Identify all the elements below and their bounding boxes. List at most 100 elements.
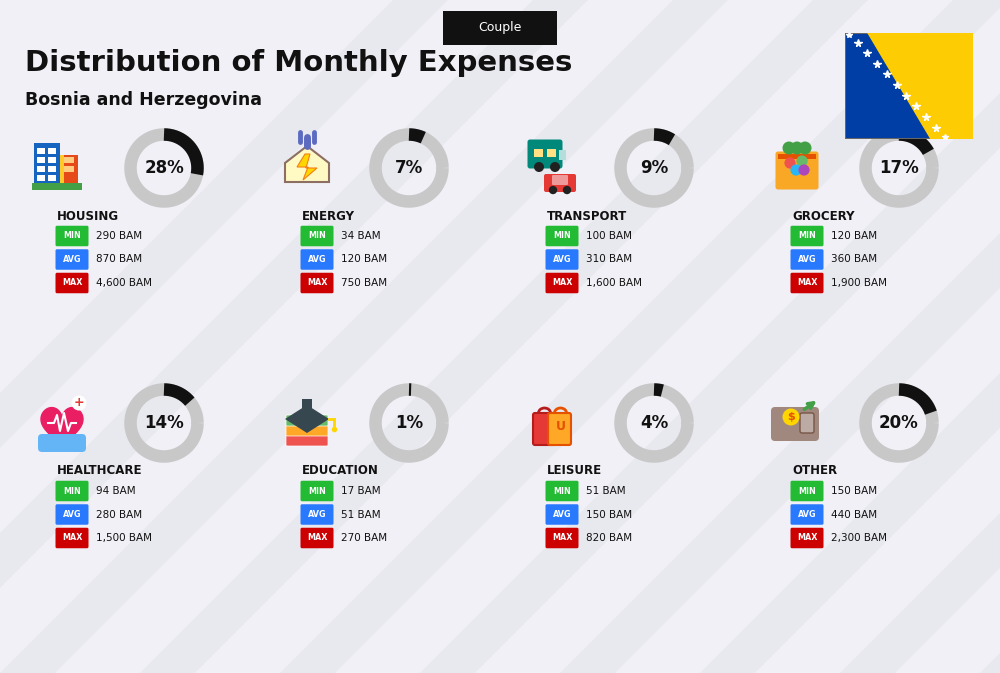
FancyBboxPatch shape (791, 528, 824, 548)
Polygon shape (285, 146, 329, 182)
FancyBboxPatch shape (547, 149, 556, 157)
Circle shape (799, 141, 812, 155)
Text: 7%: 7% (395, 159, 423, 177)
Text: AVG: AVG (553, 255, 571, 264)
Circle shape (72, 396, 87, 411)
Text: +: + (74, 396, 84, 409)
FancyBboxPatch shape (546, 528, 579, 548)
FancyBboxPatch shape (48, 166, 56, 172)
Text: 100 BAM: 100 BAM (586, 231, 632, 241)
FancyBboxPatch shape (302, 399, 312, 408)
Text: AVG: AVG (798, 510, 816, 519)
Polygon shape (0, 0, 588, 673)
Text: 750 BAM: 750 BAM (341, 278, 387, 288)
Text: MAX: MAX (62, 534, 82, 542)
Circle shape (796, 155, 808, 167)
FancyBboxPatch shape (771, 407, 819, 441)
Text: 1,900 BAM: 1,900 BAM (831, 278, 887, 288)
FancyBboxPatch shape (528, 139, 562, 168)
Text: MAX: MAX (62, 279, 82, 287)
Polygon shape (840, 0, 1000, 673)
Text: ENERGY: ENERGY (302, 209, 355, 223)
Polygon shape (280, 0, 1000, 673)
FancyBboxPatch shape (286, 415, 328, 426)
FancyBboxPatch shape (48, 157, 56, 163)
FancyBboxPatch shape (546, 504, 579, 525)
Circle shape (534, 162, 544, 172)
FancyBboxPatch shape (778, 154, 816, 159)
FancyBboxPatch shape (48, 175, 56, 181)
Text: 1,500 BAM: 1,500 BAM (96, 533, 152, 543)
Text: MIN: MIN (308, 232, 326, 240)
Polygon shape (285, 405, 329, 433)
Text: MIN: MIN (798, 232, 816, 240)
FancyBboxPatch shape (546, 249, 579, 270)
Text: 4,600 BAM: 4,600 BAM (96, 278, 152, 288)
FancyBboxPatch shape (300, 273, 334, 293)
Text: AVG: AVG (63, 255, 81, 264)
FancyBboxPatch shape (34, 143, 60, 185)
Text: EDUCATION: EDUCATION (302, 464, 379, 478)
FancyBboxPatch shape (48, 148, 56, 154)
Polygon shape (0, 0, 448, 673)
FancyBboxPatch shape (800, 413, 814, 433)
Circle shape (791, 141, 804, 155)
Circle shape (549, 186, 557, 194)
FancyBboxPatch shape (443, 11, 557, 45)
Polygon shape (41, 408, 83, 450)
FancyBboxPatch shape (60, 155, 78, 185)
FancyBboxPatch shape (548, 413, 571, 445)
Text: 9%: 9% (640, 159, 668, 177)
Text: OTHER: OTHER (792, 464, 837, 478)
FancyBboxPatch shape (776, 151, 818, 190)
Text: 270 BAM: 270 BAM (341, 533, 387, 543)
FancyBboxPatch shape (544, 174, 576, 192)
Text: 820 BAM: 820 BAM (586, 533, 632, 543)
Text: LEISURE: LEISURE (547, 464, 602, 478)
FancyBboxPatch shape (60, 155, 64, 185)
Text: 17%: 17% (879, 159, 919, 177)
Polygon shape (140, 0, 868, 673)
Text: U: U (556, 421, 566, 433)
Text: MIN: MIN (798, 487, 816, 495)
Text: 120 BAM: 120 BAM (341, 254, 387, 264)
Text: 51 BAM: 51 BAM (586, 486, 626, 496)
Text: MIN: MIN (553, 487, 571, 495)
Text: 1,600 BAM: 1,600 BAM (586, 278, 642, 288)
FancyBboxPatch shape (559, 150, 566, 160)
FancyBboxPatch shape (300, 504, 334, 525)
Polygon shape (420, 0, 1000, 673)
FancyBboxPatch shape (300, 225, 334, 246)
Circle shape (550, 162, 560, 172)
FancyBboxPatch shape (300, 249, 334, 270)
Text: $: $ (787, 412, 795, 422)
Text: MAX: MAX (797, 279, 817, 287)
Text: 310 BAM: 310 BAM (586, 254, 632, 264)
Text: 280 BAM: 280 BAM (96, 509, 142, 520)
FancyBboxPatch shape (32, 183, 82, 190)
Text: GROCERY: GROCERY (792, 209, 855, 223)
FancyBboxPatch shape (300, 528, 334, 548)
FancyBboxPatch shape (37, 157, 45, 163)
Circle shape (784, 157, 796, 169)
Polygon shape (867, 33, 973, 139)
FancyBboxPatch shape (546, 273, 579, 293)
Polygon shape (0, 0, 728, 673)
Text: 120 BAM: 120 BAM (831, 231, 877, 241)
Text: 360 BAM: 360 BAM (831, 254, 877, 264)
Circle shape (790, 164, 802, 176)
Circle shape (563, 186, 571, 194)
FancyBboxPatch shape (55, 504, 88, 525)
FancyBboxPatch shape (791, 273, 824, 293)
Polygon shape (560, 0, 1000, 673)
Text: TRANSPORT: TRANSPORT (547, 209, 627, 223)
Text: 1%: 1% (395, 414, 423, 432)
Text: 870 BAM: 870 BAM (96, 254, 142, 264)
Text: MAX: MAX (307, 534, 327, 542)
Text: AVG: AVG (308, 255, 326, 264)
Text: 4%: 4% (640, 414, 668, 432)
Text: 440 BAM: 440 BAM (831, 509, 877, 520)
FancyBboxPatch shape (37, 175, 45, 181)
Text: AVG: AVG (308, 510, 326, 519)
Text: 14%: 14% (144, 414, 184, 432)
